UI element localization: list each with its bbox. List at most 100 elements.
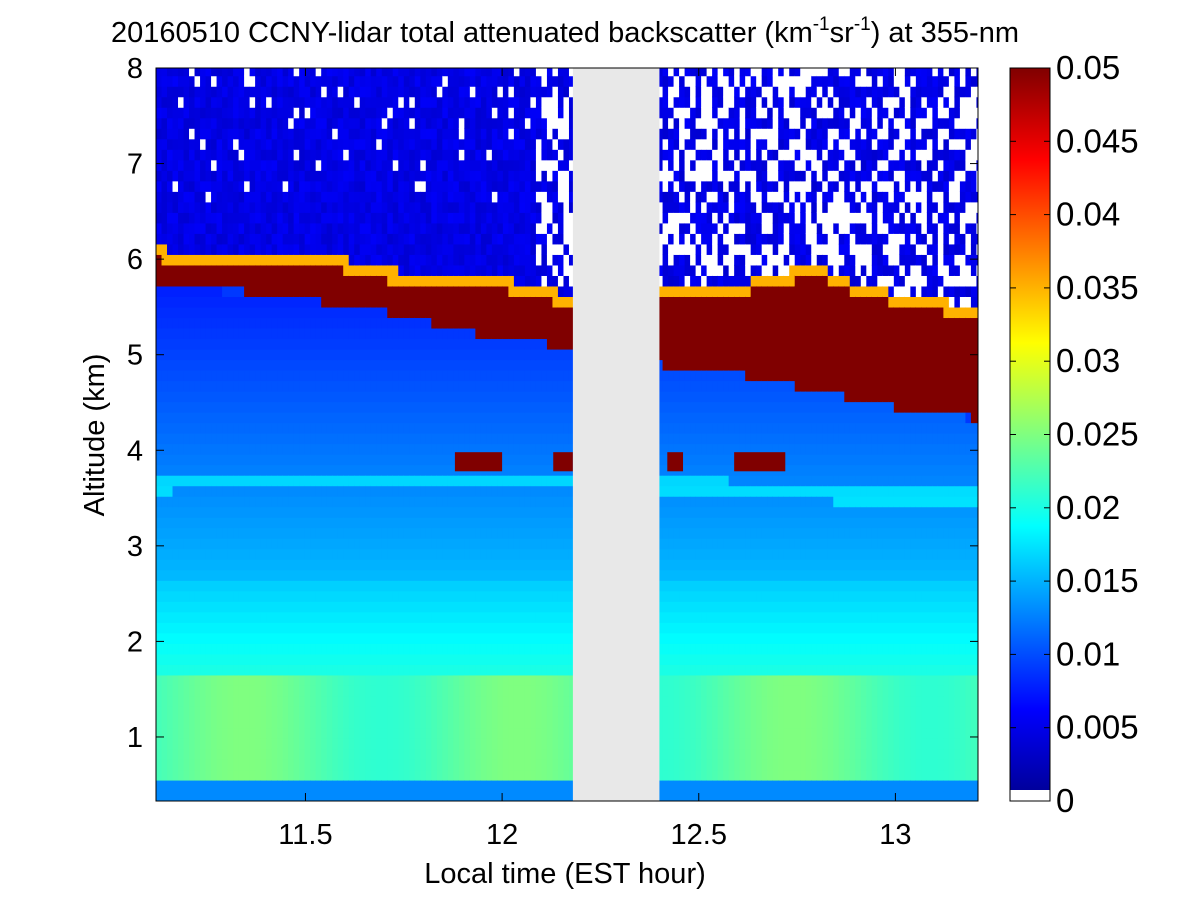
heatmap-cell <box>156 475 163 487</box>
heatmap-cell <box>194 454 201 466</box>
heatmap-cell <box>167 391 174 403</box>
heatmap-cell <box>387 622 394 634</box>
heatmap-cell <box>337 128 344 140</box>
heatmap-cell <box>354 243 361 255</box>
heatmap-cell <box>227 716 234 729</box>
heatmap-cell <box>167 348 174 361</box>
heatmap-cell <box>398 96 405 108</box>
heatmap-cell <box>216 412 223 424</box>
heatmap-cell <box>183 138 190 150</box>
heatmap-cell <box>420 159 427 171</box>
heatmap-cell <box>205 496 212 508</box>
heatmap-cell <box>326 695 333 707</box>
heatmap-cell <box>497 159 504 171</box>
heatmap-cell <box>381 727 388 739</box>
heatmap-cell <box>189 117 196 129</box>
heatmap-cell <box>293 443 300 455</box>
heatmap-cell <box>244 464 251 476</box>
heatmap-cell <box>178 306 185 319</box>
heatmap-cell <box>524 233 532 245</box>
heatmap-cell <box>381 68 388 77</box>
heatmap-cell <box>178 706 185 718</box>
heatmap-cell <box>447 475 454 487</box>
heatmap-cell <box>161 391 168 403</box>
heatmap-cell <box>343 664 350 676</box>
heatmap-cell <box>475 517 482 529</box>
heatmap-cell <box>442 275 449 287</box>
heatmap-cell <box>420 433 427 445</box>
heatmap-cell <box>398 170 405 182</box>
heatmap-cell <box>326 359 333 371</box>
heatmap-cell <box>508 369 515 382</box>
heatmap-cell <box>277 569 284 581</box>
heatmap-cell <box>156 75 163 87</box>
heatmap-cell <box>348 317 355 329</box>
heatmap-cell <box>464 180 471 192</box>
heatmap-cell <box>332 380 339 392</box>
heatmap-cell <box>464 548 471 560</box>
heatmap-cell <box>326 348 333 361</box>
heatmap-cell <box>458 433 465 445</box>
heatmap-cell <box>227 369 234 382</box>
heatmap-cell <box>255 306 262 319</box>
heatmap-cell <box>293 769 300 781</box>
heatmap-cell <box>238 611 245 623</box>
heatmap-cell <box>403 622 410 634</box>
heatmap-cell <box>519 317 526 329</box>
heatmap-cell <box>442 559 449 571</box>
heatmap-cell <box>480 685 487 697</box>
heatmap-cell <box>513 706 521 718</box>
heatmap-cell <box>288 769 295 781</box>
heatmap-cell <box>491 569 498 581</box>
heatmap-cell <box>293 285 300 297</box>
heatmap-cell <box>453 254 460 266</box>
heatmap-cell <box>513 285 521 297</box>
heatmap-cell <box>194 170 201 182</box>
heatmap-cell <box>458 506 465 518</box>
heatmap-cell <box>436 401 443 413</box>
heatmap-cell <box>178 748 185 760</box>
heatmap-cell <box>304 695 311 707</box>
heatmap-cell <box>222 622 229 634</box>
heatmap-cell <box>255 517 262 529</box>
heatmap-cell <box>194 622 201 634</box>
heatmap-cell <box>310 454 317 466</box>
heatmap-cell <box>172 496 179 508</box>
heatmap-cell <box>321 758 328 771</box>
heatmap-cell <box>425 191 432 203</box>
heatmap-cell <box>321 727 328 739</box>
heatmap-cell <box>442 485 449 497</box>
heatmap-cell <box>332 454 339 466</box>
heatmap-cell <box>458 401 465 413</box>
heatmap-cell <box>546 790 554 801</box>
heatmap-cell <box>183 68 190 77</box>
heatmap-cell <box>546 632 554 644</box>
heatmap-cell <box>403 779 410 792</box>
heatmap-cell <box>414 527 421 539</box>
heatmap-cell <box>431 96 438 108</box>
heatmap-cell <box>156 716 163 729</box>
heatmap-cell <box>447 191 454 203</box>
heatmap-cell <box>293 275 300 287</box>
heatmap-cell <box>486 285 493 297</box>
heatmap-cell <box>513 611 521 623</box>
heatmap-cell <box>442 685 449 697</box>
heatmap-cell <box>524 748 532 760</box>
heatmap-cell <box>189 548 196 560</box>
heatmap-cell <box>535 559 543 571</box>
heatmap-cell <box>282 506 289 518</box>
heatmap-cell <box>233 222 240 234</box>
heatmap-cell <box>172 75 179 87</box>
heatmap-cell <box>414 569 421 581</box>
heatmap-cell <box>354 233 361 245</box>
heatmap-cell <box>310 538 317 550</box>
heatmap-cell <box>359 149 366 161</box>
heatmap-cell <box>271 548 278 560</box>
heatmap-cell <box>370 748 377 760</box>
heatmap-cell <box>332 348 339 361</box>
heatmap-cell <box>288 285 295 297</box>
heatmap-cell <box>178 327 185 340</box>
heatmap-cell <box>255 128 262 140</box>
heatmap-cell <box>524 475 532 487</box>
heatmap-cell <box>409 674 416 686</box>
